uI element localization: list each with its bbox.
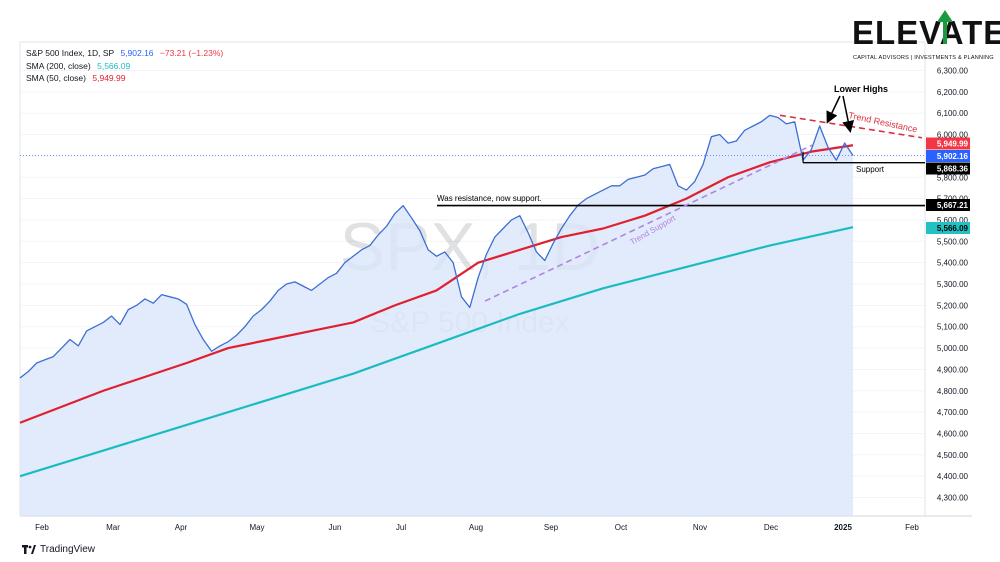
y-tick-label: 6,300.00 (937, 67, 969, 76)
x-tick-label: Oct (615, 523, 628, 532)
price-label-text: 5,566.09 (937, 224, 969, 233)
y-tick-label: 5,800.00 (937, 173, 969, 182)
x-tick-label: Jun (329, 523, 342, 532)
lower-high-arrow-1 (826, 95, 841, 124)
logo-arrow-icon (937, 10, 953, 44)
price-label-text: 5,949.99 (937, 140, 969, 149)
lower-high-arrow-2 (842, 95, 855, 133)
x-tick-label: Apr (175, 523, 188, 532)
was-resistance-text: Was resistance, now support. (437, 194, 542, 203)
legend-main-change: −73.21 (−1.23%) (159, 48, 224, 58)
x-tick-label: Feb (35, 523, 49, 532)
price-label: 5,902.16 (926, 150, 970, 162)
x-tick-label: Sep (544, 523, 559, 532)
legend-sma200-value: 5,566.09 (97, 60, 131, 71)
price-label-bg (926, 137, 970, 150)
y-tick-label: 4,600.00 (937, 429, 969, 438)
tradingview-label: TradingView (40, 544, 96, 555)
legend-main-label: S&P 500 Index, 1D, SP (26, 48, 115, 58)
y-tick-label: 5,100.00 (937, 323, 969, 332)
logo-word: ELEVATE (852, 14, 1000, 51)
legend-sma50-value: 5,949.99 (92, 73, 126, 83)
legend-main: S&P 500 Index, 1D, SP 5,902.16 −73.21 (−… (26, 47, 223, 60)
price-label-text: 5,902.16 (937, 152, 969, 161)
y-tick-label: 5,500.00 (937, 237, 969, 246)
y-tick-label: 6,100.00 (937, 109, 969, 118)
logo-tagline: CAPITAL ADVISORS | INVESTMENTS & PLANNIN… (853, 55, 994, 61)
price-label-bg (926, 162, 970, 175)
y-tick-label: 6,000.00 (937, 131, 969, 140)
legend-sma200-label: SMA (200, close) (26, 60, 91, 71)
x-tick-label: Jul (396, 523, 406, 532)
y-tick-label: 4,900.00 (937, 365, 969, 374)
y-tick-label: 5,200.00 (937, 301, 969, 310)
x-tick-label: Mar (106, 523, 120, 532)
trend-support-line (484, 144, 813, 302)
x-tick-label: May (249, 523, 264, 532)
tradingview-brand: TradingView (22, 544, 95, 555)
x-tick-label: 2025 (834, 523, 852, 532)
y-tick-label: 5,000.00 (937, 344, 969, 353)
chart-legend: S&P 500 Index, 1D, SP 5,902.16 −73.21 (−… (26, 47, 223, 85)
elevate-logo: ELEVATE CAPITAL ADVISORS | INVESTMENTS &… (852, 8, 1000, 68)
y-tick-label: 4,800.00 (937, 387, 969, 396)
price-label-text: 5,868.36 (937, 165, 969, 174)
price-label: 5,868.36 (926, 162, 970, 175)
sma200-series-line (19, 226, 854, 478)
tradingview-icon (22, 545, 36, 554)
x-tick-label: Nov (693, 523, 707, 532)
price-label: 5,949.99 (926, 137, 970, 150)
price-label-text: 5,667.21 (937, 201, 969, 210)
price-label-bg (926, 150, 970, 162)
y-tick-label: 5,300.00 (937, 280, 969, 289)
sma50-series-line (19, 144, 854, 424)
support-text: Support (856, 165, 885, 174)
price-label-bg (926, 199, 970, 211)
price-label-bg (926, 222, 970, 234)
y-tick-label: 5,600.00 (937, 216, 969, 225)
lower-highs-text: Lower Highs (834, 84, 888, 94)
legend-sma50-label: SMA (50, close) (26, 73, 86, 83)
price-label: 5,566.09 (926, 222, 970, 234)
legend-main-price: 5,902.16 (120, 48, 154, 58)
y-tick-label: 4,400.00 (937, 472, 969, 481)
y-tick-label: 4,700.00 (937, 408, 969, 417)
y-tick-label: 4,300.00 (937, 494, 969, 503)
x-tick-label: Feb (905, 523, 919, 532)
y-tick-label: 6,200.00 (937, 88, 969, 97)
legend-sma50: SMA (50, close) 5,949.99 (26, 72, 223, 85)
x-tick-label: Dec (764, 523, 778, 532)
price-label: 5,667.21 (926, 199, 970, 211)
x-tick-label: Aug (469, 523, 483, 532)
y-tick-label: 4,500.00 (937, 451, 969, 460)
price-series-line (19, 114, 854, 379)
y-tick-label: 5,400.00 (937, 259, 969, 268)
legend-sma200: SMA (200, close) 5,566.09 (26, 60, 223, 73)
